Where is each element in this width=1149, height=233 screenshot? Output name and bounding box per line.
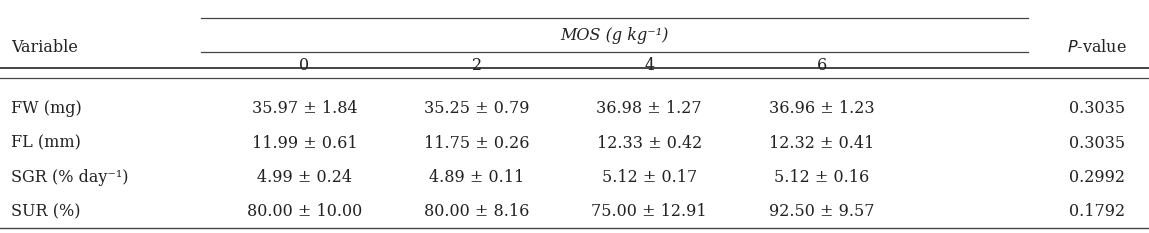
Text: 4: 4 xyxy=(645,56,654,73)
Text: FW (mg): FW (mg) xyxy=(11,99,83,116)
Text: SUR (%): SUR (%) xyxy=(11,203,80,220)
Text: 5.12 ± 0.16: 5.12 ± 0.16 xyxy=(774,169,869,186)
Text: 0.1792: 0.1792 xyxy=(1070,203,1125,220)
Text: 11.99 ± 0.61: 11.99 ± 0.61 xyxy=(252,134,357,151)
Text: FL (mm): FL (mm) xyxy=(11,134,82,151)
Text: Variable: Variable xyxy=(11,40,78,56)
Text: 0.3035: 0.3035 xyxy=(1070,134,1125,151)
Text: 0.3035: 0.3035 xyxy=(1070,99,1125,116)
Text: 0: 0 xyxy=(300,56,309,73)
Text: 5.12 ± 0.17: 5.12 ± 0.17 xyxy=(602,169,696,186)
Text: MOS (g kg⁻¹): MOS (g kg⁻¹) xyxy=(561,27,669,44)
Text: 4.89 ± 0.11: 4.89 ± 0.11 xyxy=(430,169,524,186)
Text: 6: 6 xyxy=(817,56,826,73)
Text: 12.32 ± 0.41: 12.32 ± 0.41 xyxy=(769,134,874,151)
Text: 35.97 ± 1.84: 35.97 ± 1.84 xyxy=(252,99,357,116)
Text: 35.25 ± 0.79: 35.25 ± 0.79 xyxy=(424,99,530,116)
Text: $\it{P}$-value: $\it{P}$-value xyxy=(1067,40,1127,56)
Text: 92.50 ± 9.57: 92.50 ± 9.57 xyxy=(769,203,874,220)
Text: 12.33 ± 0.42: 12.33 ± 0.42 xyxy=(596,134,702,151)
Text: 11.75 ± 0.26: 11.75 ± 0.26 xyxy=(424,134,530,151)
Text: 2: 2 xyxy=(472,56,481,73)
Text: 4.99 ± 0.24: 4.99 ± 0.24 xyxy=(257,169,352,186)
Text: 80.00 ± 8.16: 80.00 ± 8.16 xyxy=(424,203,530,220)
Text: 0.2992: 0.2992 xyxy=(1070,169,1125,186)
Text: 80.00 ± 10.00: 80.00 ± 10.00 xyxy=(247,203,362,220)
Text: 36.98 ± 1.27: 36.98 ± 1.27 xyxy=(596,99,702,116)
Text: 75.00 ± 12.91: 75.00 ± 12.91 xyxy=(592,203,707,220)
Text: SGR (% day⁻¹): SGR (% day⁻¹) xyxy=(11,169,129,186)
Text: 36.96 ± 1.23: 36.96 ± 1.23 xyxy=(769,99,874,116)
